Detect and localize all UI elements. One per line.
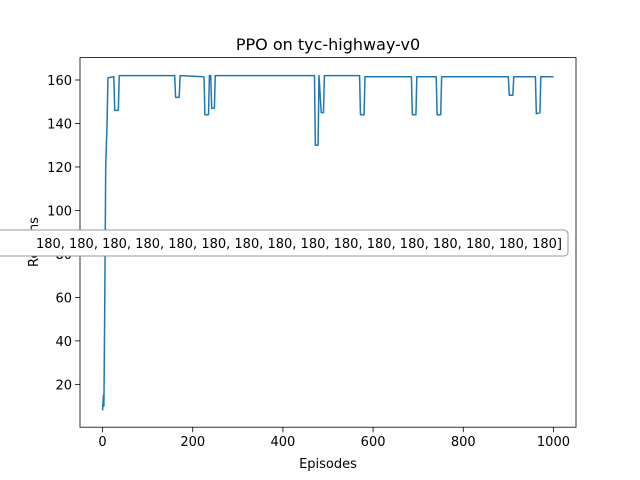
x-tick-label: 400 (270, 435, 295, 450)
x-tick-label: 200 (180, 435, 205, 450)
y-tick-label: 20 (55, 378, 72, 393)
line-series (101, 74, 554, 411)
annotation-text: 180, 180, 180, 180, 180, 180, 180, 180, … (36, 237, 562, 252)
x-tick-label: 1000 (537, 435, 570, 450)
x-tick-label: 800 (451, 435, 476, 450)
y-tick-label: 40 (55, 335, 72, 350)
y-tick-label: 160 (47, 74, 72, 89)
annotation-box (0, 229, 569, 257)
y-tick-label: 100 (47, 204, 72, 219)
y-tick-label: 140 (47, 117, 72, 132)
x-axis-label: Episodes (299, 457, 357, 472)
x-tick-label: 0 (98, 435, 106, 450)
x-tick-label: 600 (361, 435, 386, 450)
y-tick-label: 120 (47, 161, 72, 176)
y-tick-label: 60 (55, 291, 72, 306)
chart-title: PPO on tyc-highway-v0 (236, 35, 420, 54)
